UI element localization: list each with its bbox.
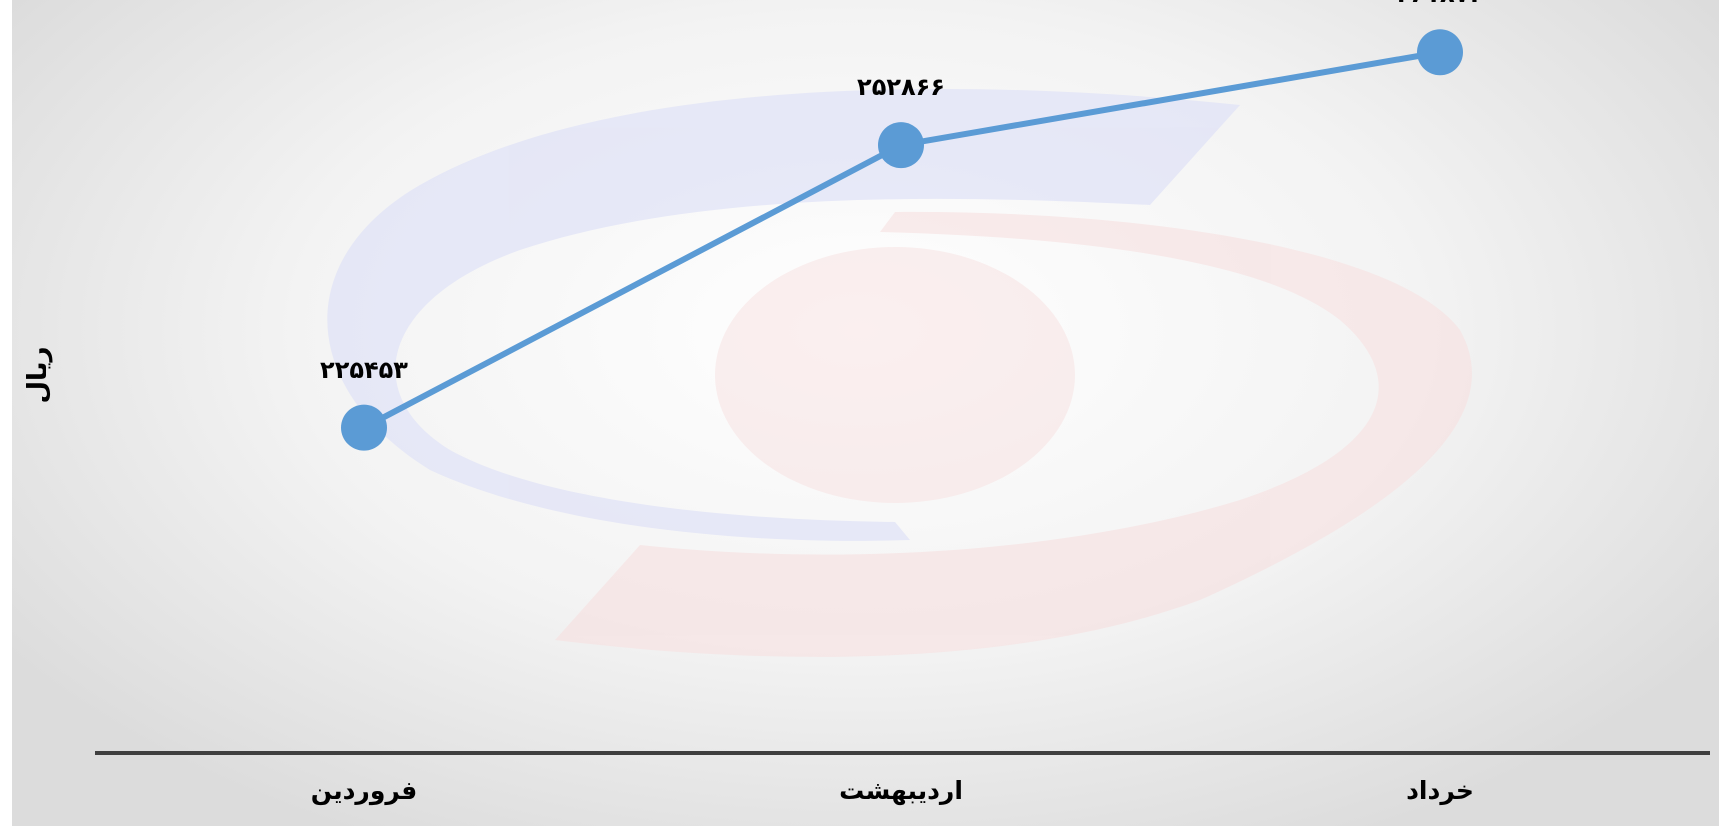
data-point (878, 122, 924, 169)
watermark-logo (327, 88, 1473, 657)
x-tick-label: فروردین (310, 776, 418, 805)
x-tick-label: اردیبهشت (839, 776, 963, 805)
data-label: ۲۶۱۸۷۲ (1396, 0, 1484, 8)
series-layer (341, 29, 1463, 451)
logo-red-arc (555, 211, 1473, 657)
logo-blue-arc (327, 88, 1240, 541)
x-tick-label: خرداد (1406, 776, 1474, 805)
logo-center-disc (715, 247, 1075, 503)
data-point (1417, 29, 1463, 76)
y-axis-label: ریال (23, 346, 53, 404)
data-label: ۲۵۲۸۶۶ (857, 73, 945, 102)
data-point (341, 404, 387, 451)
data-label: ۲۲۵۴۵۳ (320, 355, 408, 384)
left-border-strip (0, 0, 12, 826)
